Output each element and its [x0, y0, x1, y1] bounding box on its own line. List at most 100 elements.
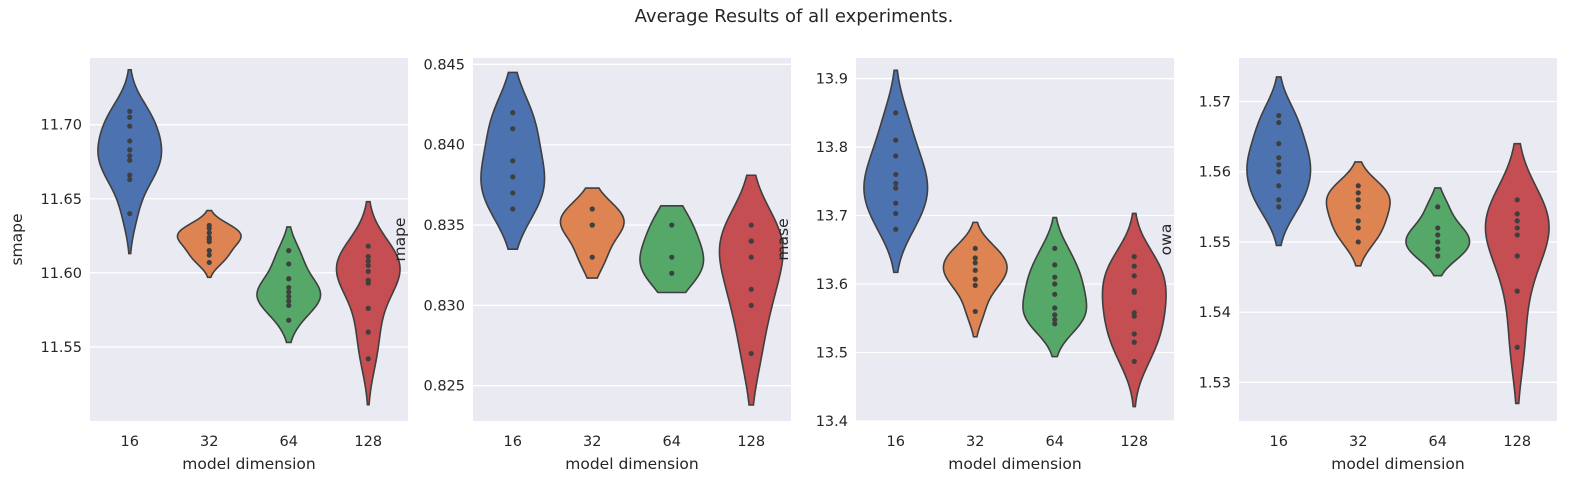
data-point: [127, 210, 133, 217]
data-point: [1514, 344, 1520, 350]
data-point: [1276, 197, 1282, 203]
y-axis-label: owa: [1157, 224, 1175, 256]
data-point: [669, 254, 675, 260]
x-tick-label: 16: [504, 434, 522, 450]
data-point: [669, 270, 675, 276]
data-point: [1435, 239, 1441, 245]
data-point: [365, 329, 371, 335]
data-point: [1052, 305, 1058, 311]
x-axis-label: model dimension: [948, 455, 1081, 473]
data-point: [893, 110, 899, 116]
violin-64: [256, 226, 322, 344]
y-axis-label: mape: [391, 218, 409, 262]
y-tick-label: 0.830: [423, 298, 465, 314]
x-tick-label: 64: [663, 434, 681, 450]
data-point: [748, 254, 754, 260]
data-point: [286, 261, 292, 267]
data-point: [365, 356, 371, 362]
violin-16: [863, 69, 929, 274]
data-point: [893, 185, 899, 191]
data-point: [1514, 218, 1520, 224]
panel-mase: 13.4 13.5 13.6 13.7 13.8 13.9 16 32 64 128 model d…: [774, 58, 1174, 473]
y-tick-label: 0.835: [423, 218, 465, 234]
x-tick-label: 16: [887, 434, 905, 450]
data-point: [589, 222, 595, 228]
y-tick-label: 0.825: [423, 379, 465, 395]
data-point: [1514, 232, 1520, 238]
data-point: [893, 137, 899, 143]
data-point: [1276, 162, 1282, 168]
data-point: [1514, 225, 1520, 231]
data-point: [1276, 169, 1282, 175]
data-point: [510, 110, 516, 116]
violin-32: [1325, 161, 1391, 267]
data-point: [365, 305, 371, 311]
data-point: [893, 153, 899, 159]
data-point: [1276, 141, 1282, 147]
x-tick-label: 64: [1046, 434, 1064, 450]
data-point: [1052, 274, 1058, 280]
y-tick-label: 13.6: [816, 277, 848, 293]
x-tick-label: 16: [1270, 434, 1288, 450]
y-axis-label: smape: [8, 213, 26, 265]
data-point: [1514, 197, 1520, 203]
figure-title: Average Results of all experiments.: [634, 6, 954, 27]
data-point: [1131, 339, 1137, 345]
y-axis-label: mase: [774, 218, 792, 260]
x-axis-label: model dimension: [182, 455, 315, 473]
x-tick-label: 128: [1120, 434, 1148, 450]
data-point: [1052, 245, 1058, 252]
data-point: [1435, 232, 1441, 238]
y-tick-label: 13.4: [816, 414, 848, 430]
data-point: [1435, 225, 1441, 231]
x-tick-label: 64: [1429, 434, 1447, 450]
data-point: [1514, 288, 1520, 294]
data-point: [893, 200, 899, 206]
data-point: [1355, 204, 1361, 210]
y-tick-label: 0.845: [423, 57, 465, 73]
violin-16: [1246, 76, 1312, 247]
data-point: [1131, 273, 1137, 279]
y-tick-label: 13.7: [816, 209, 848, 225]
data-point: [206, 222, 212, 229]
data-point: [1131, 358, 1137, 365]
panel-mape: 0.825 0.830 0.835 0.840 0.845 16 32 64 128 model …: [391, 57, 791, 473]
data-point: [1514, 253, 1520, 259]
data-point: [1276, 119, 1282, 126]
data-point: [1355, 218, 1361, 224]
data-point: [206, 230, 212, 236]
data-point: [365, 258, 371, 264]
violin-128: [1101, 212, 1167, 408]
y-tick-label: 1.54: [1199, 305, 1231, 321]
x-tick-label: 32: [200, 434, 218, 450]
data-point: [669, 222, 675, 228]
data-point: [1355, 197, 1361, 203]
y-tick-label: 1.55: [1199, 235, 1231, 251]
data-point: [748, 222, 754, 228]
data-point: [589, 254, 595, 260]
data-point: [206, 248, 212, 254]
data-point: [510, 206, 516, 212]
x-tick-label: 16: [121, 434, 139, 450]
data-point: [127, 108, 133, 114]
data-point: [127, 172, 133, 178]
x-axis-label: model dimension: [565, 455, 698, 473]
data-point: [206, 259, 212, 266]
data-point: [748, 350, 754, 357]
data-point: [1052, 291, 1058, 297]
data-point: [893, 180, 899, 186]
data-point: [972, 308, 978, 315]
data-point: [127, 157, 133, 163]
data-point: [206, 252, 212, 258]
violin-64: [1405, 187, 1471, 277]
panel-owa: 1.53 1.54 1.55 1.56 1.57 16 32 64 128 model dimen…: [1157, 58, 1557, 473]
data-point: [1131, 331, 1137, 337]
data-point: [127, 138, 133, 144]
x-tick-label: 32: [1349, 434, 1367, 450]
data-point: [510, 174, 516, 180]
data-point: [1355, 239, 1361, 245]
data-point: [1276, 183, 1282, 189]
y-tick-label: 11.70: [40, 118, 82, 134]
data-point: [127, 114, 133, 120]
